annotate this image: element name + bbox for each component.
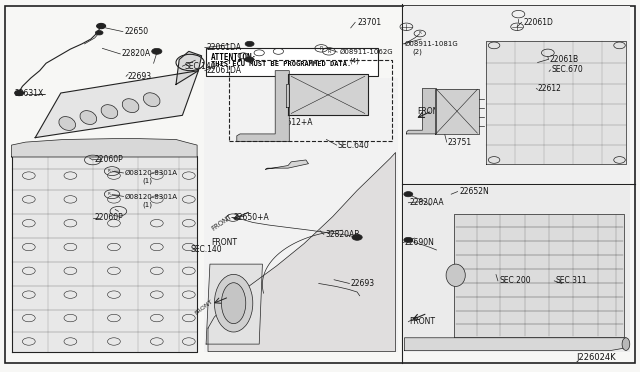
Text: (1): (1) xyxy=(142,178,152,185)
Ellipse shape xyxy=(59,116,76,131)
Text: R: R xyxy=(108,192,110,196)
Circle shape xyxy=(95,31,103,35)
Text: Ø08911-1081G: Ø08911-1081G xyxy=(404,41,458,47)
Polygon shape xyxy=(12,138,197,157)
Text: R: R xyxy=(419,32,421,35)
FancyBboxPatch shape xyxy=(206,48,378,76)
Circle shape xyxy=(97,23,106,29)
Ellipse shape xyxy=(446,264,465,286)
Circle shape xyxy=(245,41,254,46)
Polygon shape xyxy=(486,41,626,164)
Text: FRONT: FRONT xyxy=(211,213,234,232)
Text: 22693: 22693 xyxy=(351,279,375,288)
Text: 23751: 23751 xyxy=(448,138,472,147)
Text: 22060P: 22060P xyxy=(95,155,124,164)
Text: SEC.140: SEC.140 xyxy=(184,62,216,71)
Text: R: R xyxy=(108,169,110,173)
Polygon shape xyxy=(454,214,624,337)
Text: 22820A: 22820A xyxy=(122,49,151,58)
Polygon shape xyxy=(404,338,626,350)
Text: SEC.640: SEC.640 xyxy=(338,141,370,150)
Text: 22612: 22612 xyxy=(538,84,561,93)
Polygon shape xyxy=(266,160,308,169)
Text: Ø08120-8301A: Ø08120-8301A xyxy=(125,193,178,199)
Polygon shape xyxy=(35,71,198,138)
Text: 22061DA: 22061DA xyxy=(206,66,241,75)
Text: Ø08911-1062G: Ø08911-1062G xyxy=(339,49,393,55)
Text: FRONT: FRONT xyxy=(193,298,214,315)
Text: FRONT: FRONT xyxy=(417,107,444,116)
Text: SEC.670: SEC.670 xyxy=(552,65,584,74)
Text: FRONT: FRONT xyxy=(211,238,237,247)
Text: ATTENTION:: ATTENTION: xyxy=(211,53,257,62)
Text: 22061B: 22061B xyxy=(549,55,579,64)
Circle shape xyxy=(404,237,413,243)
Text: R: R xyxy=(327,49,331,54)
Polygon shape xyxy=(237,71,289,141)
Text: (4): (4) xyxy=(349,57,359,64)
Text: SEC.140: SEC.140 xyxy=(191,245,222,254)
Text: 22060P: 22060P xyxy=(95,213,124,222)
Polygon shape xyxy=(206,264,262,344)
Ellipse shape xyxy=(143,93,160,107)
Text: 22650+A: 22650+A xyxy=(234,213,269,222)
Polygon shape xyxy=(404,6,630,183)
Text: 22612+A: 22612+A xyxy=(278,118,313,126)
Polygon shape xyxy=(208,153,396,352)
Polygon shape xyxy=(404,186,630,352)
Ellipse shape xyxy=(214,275,253,332)
Circle shape xyxy=(152,48,162,54)
Text: SEC.311: SEC.311 xyxy=(556,276,587,285)
Text: 32820AB: 32820AB xyxy=(325,230,360,239)
Circle shape xyxy=(245,57,254,62)
Text: Ø08120-8301A: Ø08120-8301A xyxy=(125,170,178,176)
Polygon shape xyxy=(176,51,202,84)
Text: SEC.200: SEC.200 xyxy=(499,276,531,285)
Text: THIS ECU MUST BE PROGRAMMED DATA.: THIS ECU MUST BE PROGRAMMED DATA. xyxy=(211,61,351,67)
Circle shape xyxy=(404,192,413,197)
Text: 22061D: 22061D xyxy=(524,18,554,27)
Polygon shape xyxy=(288,74,368,115)
Text: FRONT: FRONT xyxy=(410,317,436,326)
Polygon shape xyxy=(204,78,398,352)
Ellipse shape xyxy=(622,338,630,350)
Polygon shape xyxy=(12,156,197,352)
Ellipse shape xyxy=(80,110,97,125)
Polygon shape xyxy=(435,89,479,134)
Text: 22631X: 22631X xyxy=(14,89,44,98)
Polygon shape xyxy=(286,84,289,107)
Text: 22820AA: 22820AA xyxy=(410,198,444,207)
Text: 22690N: 22690N xyxy=(404,238,435,247)
Circle shape xyxy=(352,234,362,240)
Text: (2): (2) xyxy=(413,49,422,55)
Text: 22693: 22693 xyxy=(128,72,152,81)
Circle shape xyxy=(15,90,24,96)
Ellipse shape xyxy=(221,283,246,324)
Ellipse shape xyxy=(122,99,139,113)
Text: 23701: 23701 xyxy=(357,18,381,27)
Text: R: R xyxy=(319,46,323,51)
Text: 22652N: 22652N xyxy=(460,187,489,196)
Ellipse shape xyxy=(101,105,118,119)
Text: J226024K: J226024K xyxy=(576,353,616,362)
Text: (1): (1) xyxy=(142,201,152,208)
Text: 22611N: 22611N xyxy=(339,78,369,87)
Text: 22061DA: 22061DA xyxy=(206,43,241,52)
Polygon shape xyxy=(406,89,436,134)
Text: 22650: 22650 xyxy=(125,27,149,36)
